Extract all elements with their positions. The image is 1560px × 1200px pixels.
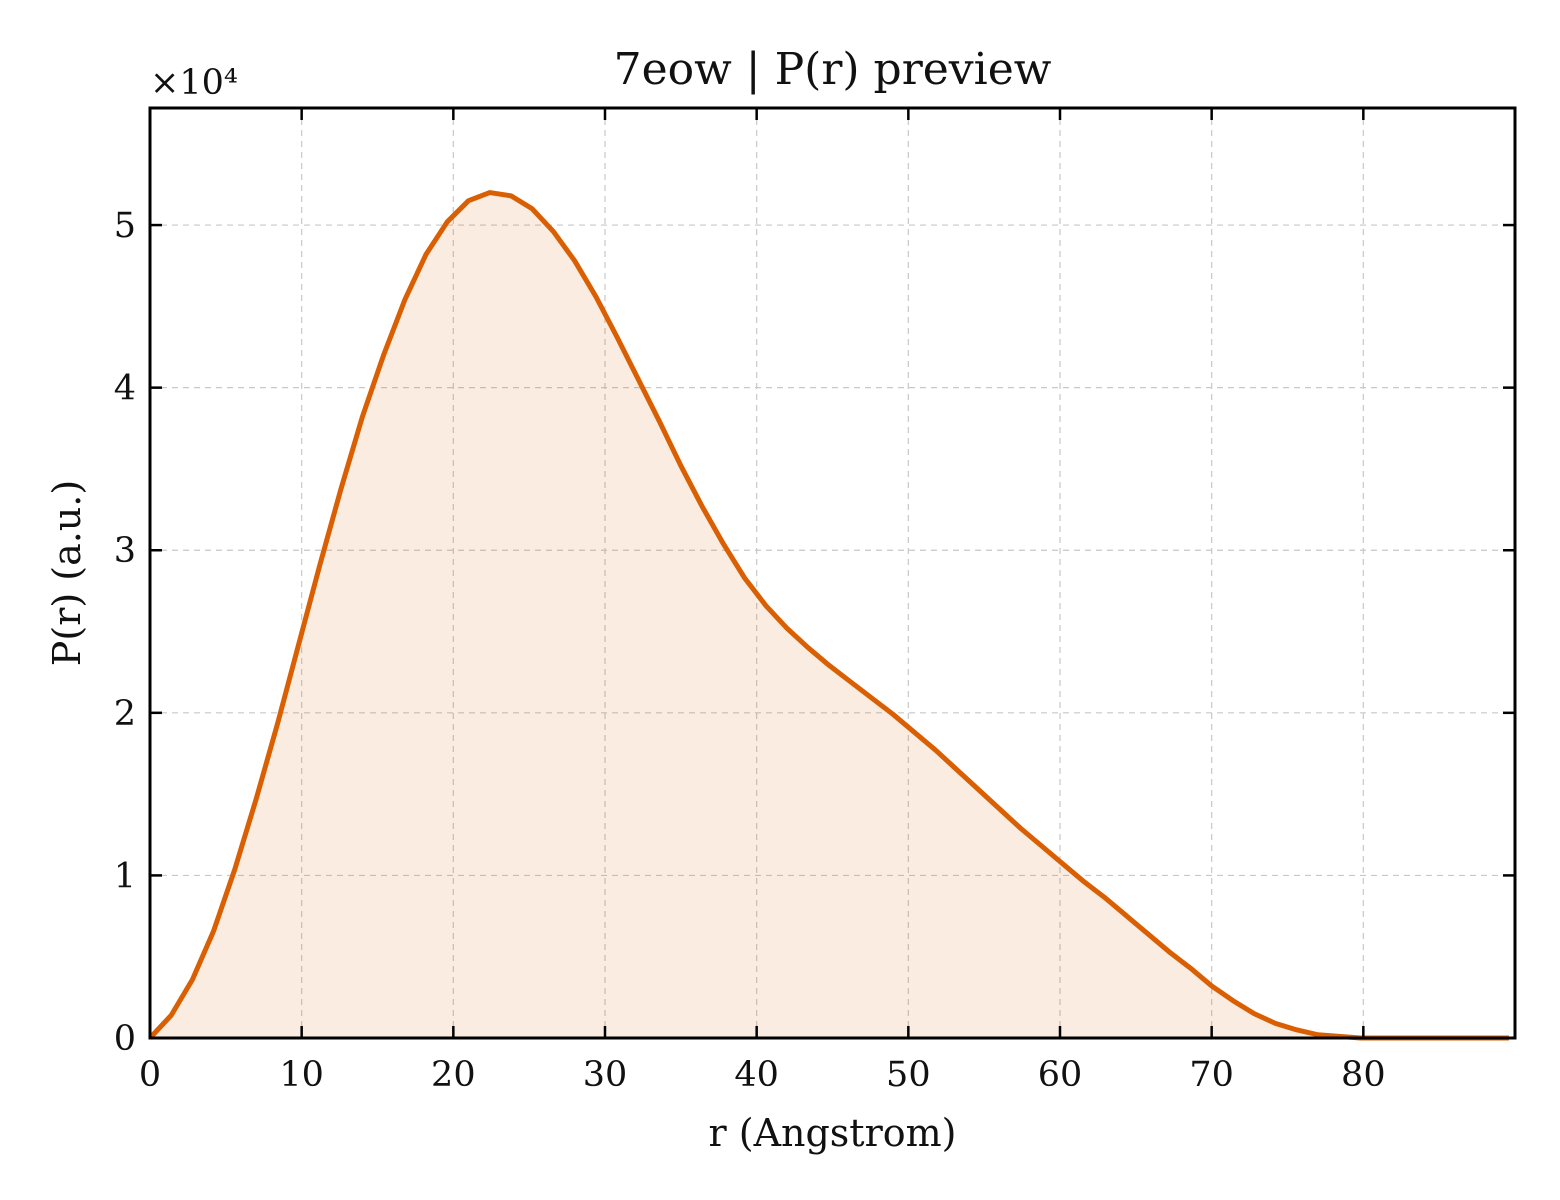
axis-ticks: 0 10 20 30 40 50 60 70 80 0 1 2 3 4 5: [114, 108, 1515, 1095]
pr-area-fill: [150, 192, 1509, 1039]
y-tick-label: 2: [114, 694, 136, 734]
x-tick-label: 60: [1038, 1055, 1083, 1095]
pr-curve-line: [148, 190, 1509, 1041]
x-tick-label: 20: [431, 1055, 476, 1095]
x-tick-label: 50: [886, 1055, 931, 1095]
y-tick-label: 5: [114, 206, 136, 246]
y-tick-label: 1: [114, 856, 136, 896]
y-axis-multiplier: ×10⁴: [150, 63, 238, 103]
x-tick-label: 40: [734, 1055, 779, 1095]
x-tick-label: 80: [1341, 1055, 1386, 1095]
x-tick-label: 0: [139, 1055, 161, 1095]
x-tick-label: 70: [1189, 1055, 1234, 1095]
chart-title: 7eow | P(r) preview: [614, 44, 1052, 95]
y-axis-label: P(r) (a.u.): [45, 480, 89, 666]
x-tick-label: 30: [583, 1055, 628, 1095]
y-tick-label: 4: [114, 369, 136, 409]
grid: [150, 108, 1515, 1038]
y-tick-label: 0: [114, 1019, 136, 1059]
x-axis-label: r (Angstrom): [709, 1111, 957, 1155]
y-tick-label: 3: [114, 531, 136, 571]
x-tick-label: 10: [279, 1055, 324, 1095]
plot-frame: [148, 106, 1517, 1040]
